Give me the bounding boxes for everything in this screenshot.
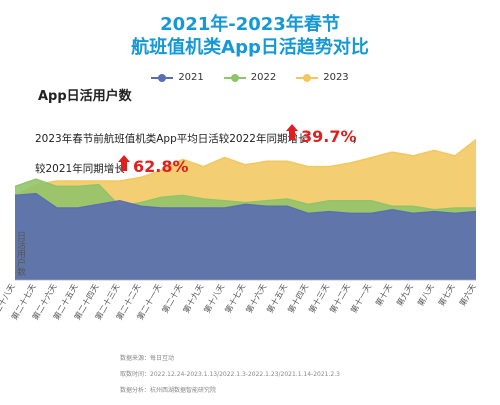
legend-label-2023: 2023: [323, 72, 349, 83]
main-title-line2: 航班值机类App日活趋势对比: [131, 37, 369, 58]
footer-analysis: 数据分析：杭州西湖数据智能研究院: [120, 387, 217, 394]
annotation1-tail: ，: [352, 133, 363, 145]
chart-subtitle: App日活用户数: [38, 89, 132, 104]
legend-marker-2021: [151, 73, 174, 82]
legend-item-2022: 2022: [223, 72, 277, 83]
legend-item-2023: 2023: [296, 72, 349, 83]
series-area-2021: [15, 193, 476, 280]
x-tick-label: 第六天: [457, 282, 478, 308]
annotation1-text: 2023年春节前航班值机类App平均日活较2022年同期增长: [35, 132, 309, 145]
x-tick-label: 第十天: [373, 282, 394, 308]
series-line-2023: [14, 139, 477, 197]
annotation1-value: 39.7%: [301, 127, 357, 146]
footer-source: 数据来源：每日互动: [120, 355, 175, 362]
footer-period: 取数时间：2022.12.24-2023.1.13/2022.1.3-2022.…: [120, 371, 340, 378]
x-tick-label: 第七天: [436, 282, 457, 308]
series-line-2022: [14, 178, 476, 211]
annotation2-value: 62.8%: [133, 157, 189, 176]
up-arrow-icon: [118, 155, 130, 171]
legend-marker-2023: [296, 73, 319, 82]
up-arrow-icon: [286, 124, 298, 140]
x-tick-label: 第八天: [415, 282, 436, 308]
legend-item-2021: 2021: [151, 72, 204, 83]
annotation2-text: 较2021年同期增长: [35, 162, 125, 175]
series-line-2021: [14, 192, 477, 215]
chart-legend: 2021 2022 2023: [0, 72, 500, 83]
legend-label-2022: 2022: [250, 72, 277, 83]
main-title-line1: 2021年-2023年春节: [160, 14, 340, 35]
y-axis-label: 日活用户数: [15, 231, 26, 277]
legend-marker-2022: [223, 73, 246, 82]
legend-label-2021: 2021: [178, 72, 204, 83]
x-tick-label: 第九天: [394, 282, 415, 308]
x-tick-label: 第十一天: [348, 282, 373, 315]
